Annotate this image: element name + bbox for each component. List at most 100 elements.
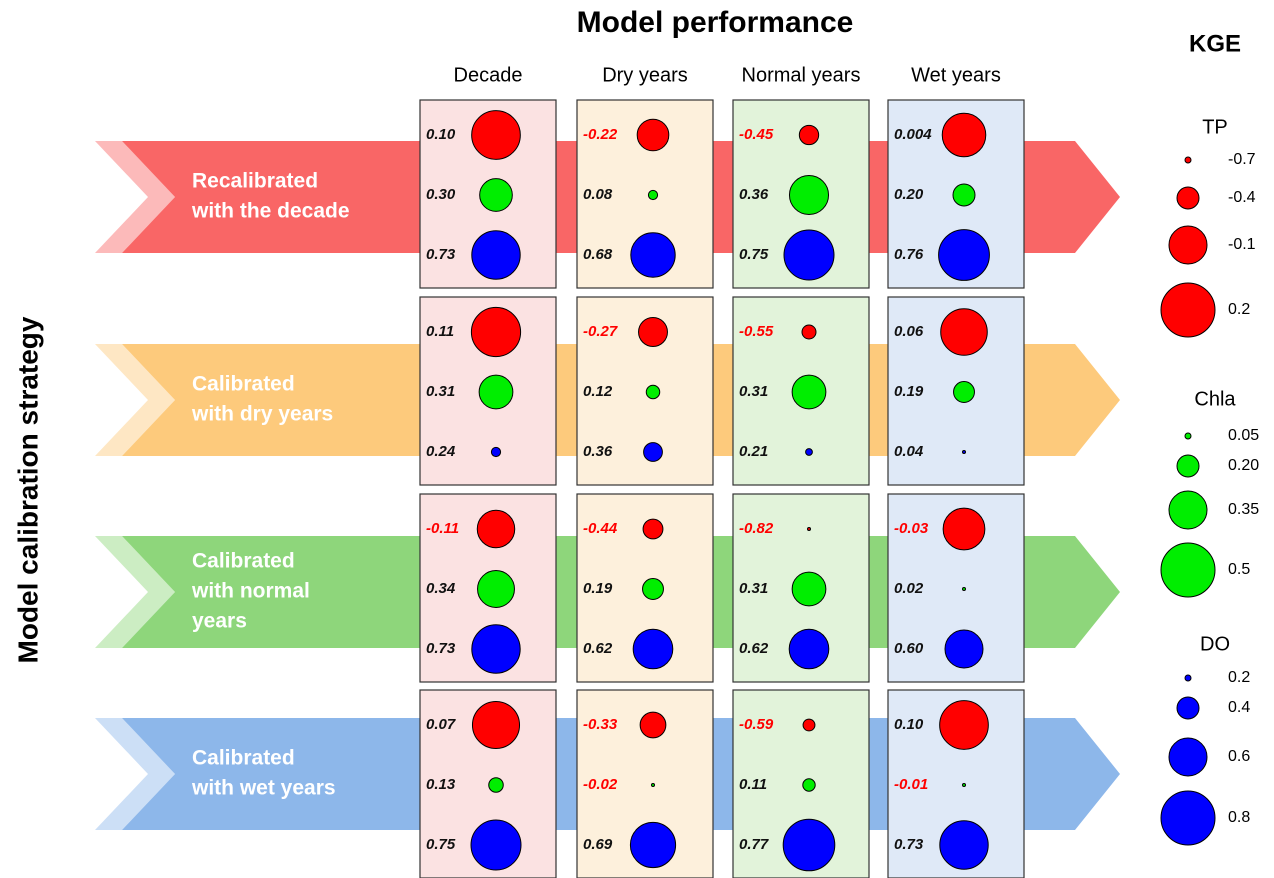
- value-label: 0.68: [583, 246, 613, 263]
- bubble: [642, 518, 664, 540]
- legend-bubble: [1176, 454, 1200, 478]
- value-label: 0.24: [426, 443, 456, 460]
- bubble: [953, 381, 975, 403]
- legend-group-title: Chla: [1194, 388, 1236, 410]
- value-label: 0.73: [426, 246, 456, 263]
- bubble: [942, 507, 986, 551]
- legend-bubble: [1160, 542, 1216, 598]
- bubble: [488, 777, 504, 793]
- value-label: 0.11: [426, 323, 454, 340]
- column-header: Normal years: [742, 64, 861, 86]
- bubble: [638, 317, 668, 347]
- arrow-tail: [95, 344, 175, 456]
- y-title: Model calibration strategy: [12, 316, 43, 663]
- bubble: [802, 778, 816, 792]
- value-label: -0.27: [583, 323, 618, 340]
- bubble: [939, 820, 989, 870]
- value-label: 0.12: [583, 383, 613, 400]
- legend-label: -0.7: [1228, 151, 1256, 168]
- bubble: [490, 446, 502, 458]
- value-label: 0.31: [739, 383, 768, 400]
- bubble: [805, 448, 813, 456]
- value-label: -0.82: [739, 520, 774, 537]
- bubble: [941, 112, 987, 158]
- legend-bubble: [1160, 790, 1216, 846]
- bubble: [479, 178, 513, 212]
- value-label: 0.08: [583, 186, 613, 203]
- legend-group-title: DO: [1200, 633, 1230, 655]
- legend-label: -0.4: [1228, 189, 1256, 206]
- value-label: -0.59: [739, 716, 774, 733]
- row-label: Calibrated: [192, 373, 295, 396]
- bubble: [938, 229, 990, 281]
- bubble: [632, 628, 674, 670]
- value-label: 0.75: [739, 246, 769, 263]
- value-label: 0.36: [583, 443, 613, 460]
- bubble: [642, 578, 664, 600]
- bubble: [470, 819, 522, 871]
- value-label: 0.11: [739, 776, 767, 793]
- legend-label: 0.35: [1228, 501, 1259, 518]
- value-label: -0.22: [583, 126, 618, 143]
- column-header: Wet years: [911, 64, 1001, 86]
- legend-bubble: [1184, 432, 1192, 440]
- bubble: [798, 124, 820, 146]
- legend-bubble: [1168, 490, 1208, 530]
- value-label: -0.01: [894, 776, 928, 793]
- bubble: [477, 570, 515, 608]
- bubble: [940, 308, 988, 356]
- legend-group-title: TP: [1202, 116, 1228, 138]
- value-label: 0.31: [426, 383, 455, 400]
- value-label: -0.45: [739, 126, 774, 143]
- arrow-tail: [95, 718, 175, 830]
- bubble: [791, 374, 827, 410]
- legend-bubble: [1168, 737, 1208, 777]
- value-label: 0.73: [426, 640, 456, 657]
- bubble: [782, 818, 836, 872]
- value-label: 0.19: [583, 580, 613, 597]
- value-label: -0.11: [426, 520, 459, 537]
- value-label: 0.30: [426, 186, 456, 203]
- legend-label: 0.5: [1228, 561, 1250, 578]
- legend-bubble: [1176, 186, 1200, 210]
- value-label: 0.31: [739, 580, 768, 597]
- value-label: 0.07: [426, 716, 456, 733]
- bubble: [802, 718, 816, 732]
- legend-bubble: [1160, 282, 1216, 338]
- bubble: [643, 442, 663, 462]
- column-header: Dry years: [602, 64, 688, 86]
- value-label: 0.62: [583, 640, 613, 657]
- legend-label: -0.1: [1228, 236, 1256, 253]
- bubble: [783, 229, 835, 281]
- value-label: 0.04: [894, 443, 924, 460]
- bubble: [944, 629, 984, 669]
- value-label: -0.44: [583, 520, 618, 537]
- bubble: [471, 110, 521, 160]
- bubble: [630, 232, 676, 278]
- legend-bubble: [1184, 674, 1192, 682]
- bubble: [636, 118, 670, 152]
- bubble: [962, 450, 966, 454]
- bubble: [478, 374, 514, 410]
- row-label: Calibrated: [192, 747, 295, 770]
- row-label: with wet years: [191, 777, 336, 800]
- bubble: [476, 509, 516, 549]
- value-label: 0.75: [426, 836, 456, 853]
- value-label: 0.69: [583, 836, 613, 853]
- legend-bubble: [1168, 225, 1208, 265]
- row-label: Calibrated: [192, 550, 295, 573]
- value-label: 0.13: [426, 776, 456, 793]
- value-label: 0.21: [739, 443, 768, 460]
- value-label: 0.10: [894, 716, 924, 733]
- arrow-tail: [95, 141, 175, 253]
- legend-label: 0.2: [1228, 301, 1250, 318]
- legend-label: 0.4: [1228, 699, 1250, 716]
- legend-label: 0.05: [1228, 427, 1259, 444]
- value-label: 0.004: [894, 126, 932, 143]
- bubble: [470, 306, 522, 358]
- legend-label: 0.20: [1228, 457, 1259, 474]
- legend-label: 0.8: [1228, 809, 1250, 826]
- bubble: [952, 183, 976, 207]
- legend-bubble: [1184, 156, 1192, 164]
